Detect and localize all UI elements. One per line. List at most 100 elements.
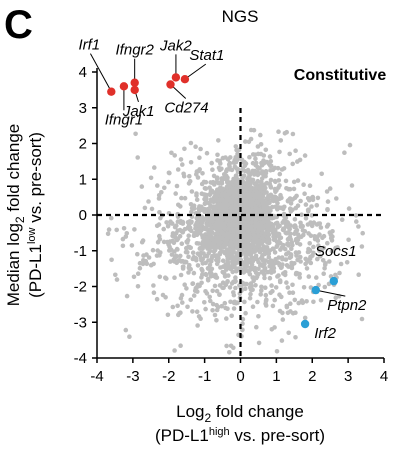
background-point bbox=[265, 240, 270, 245]
background-point bbox=[224, 264, 229, 270]
background-point bbox=[218, 240, 223, 245]
background-point bbox=[182, 195, 188, 201]
background-point bbox=[287, 290, 292, 296]
background-point bbox=[212, 283, 218, 289]
highlighted-point-jak1 bbox=[130, 85, 139, 95]
background-point bbox=[354, 219, 359, 224]
x-tick-label: 3 bbox=[344, 368, 352, 385]
background-point bbox=[276, 273, 281, 278]
gene-label-irf1: Irf1 bbox=[78, 37, 100, 54]
background-point bbox=[214, 176, 220, 182]
background-point bbox=[185, 240, 190, 245]
background-point bbox=[169, 150, 174, 156]
background-point bbox=[277, 278, 283, 283]
background-point bbox=[190, 281, 196, 286]
background-point bbox=[248, 186, 253, 191]
background-point bbox=[277, 149, 282, 155]
highlighted-point-ptpn2 bbox=[311, 285, 320, 295]
background-point bbox=[240, 194, 246, 200]
background-point bbox=[192, 231, 197, 236]
background-point bbox=[178, 272, 184, 278]
background-point bbox=[281, 226, 286, 231]
background-point bbox=[284, 303, 290, 309]
background-point bbox=[190, 250, 196, 255]
background-point bbox=[161, 239, 167, 245]
background-point bbox=[254, 257, 260, 262]
gene-label-ptpn2: Ptpn2 bbox=[327, 297, 367, 314]
background-point bbox=[268, 185, 274, 190]
background-point bbox=[227, 265, 232, 271]
background-point bbox=[233, 275, 238, 280]
background-point bbox=[253, 275, 259, 281]
background-point bbox=[217, 292, 222, 298]
background-point bbox=[189, 189, 195, 194]
background-point bbox=[261, 161, 267, 166]
background-point bbox=[322, 262, 328, 268]
background-point bbox=[320, 235, 325, 241]
background-point bbox=[280, 317, 286, 322]
background-point bbox=[212, 312, 218, 318]
background-point bbox=[221, 201, 226, 207]
background-point bbox=[279, 338, 285, 343]
background-point bbox=[325, 199, 331, 204]
background-point bbox=[246, 231, 252, 236]
background-point bbox=[272, 250, 278, 255]
background-point bbox=[171, 257, 177, 262]
background-point bbox=[282, 272, 288, 278]
background-point bbox=[284, 251, 289, 257]
background-point bbox=[114, 277, 120, 282]
background-point bbox=[294, 193, 299, 199]
y-tick-label: 4 bbox=[79, 64, 87, 81]
background-point bbox=[288, 201, 294, 206]
background-point bbox=[135, 155, 140, 160]
background-point bbox=[286, 264, 291, 269]
background-point bbox=[256, 165, 262, 171]
gene-leader-line bbox=[90, 53, 112, 92]
background-point bbox=[106, 227, 112, 232]
background-point bbox=[220, 224, 225, 229]
background-point bbox=[170, 238, 175, 244]
background-point bbox=[231, 306, 237, 311]
background-point bbox=[210, 308, 215, 313]
background-point bbox=[273, 204, 278, 210]
background-point bbox=[277, 171, 283, 177]
background-point bbox=[217, 205, 222, 211]
background-point bbox=[185, 304, 190, 310]
background-point bbox=[173, 253, 179, 259]
background-point bbox=[288, 309, 293, 314]
background-point bbox=[208, 298, 213, 304]
background-point bbox=[220, 229, 225, 235]
background-point bbox=[255, 190, 261, 196]
background-point bbox=[210, 205, 216, 210]
background-point bbox=[297, 271, 302, 277]
background-point bbox=[218, 161, 223, 166]
background-point bbox=[184, 286, 189, 291]
background-point bbox=[167, 244, 172, 250]
background-point bbox=[182, 226, 188, 232]
background-point bbox=[250, 304, 256, 310]
background-point bbox=[315, 195, 321, 201]
background-point bbox=[298, 254, 303, 260]
background-point bbox=[290, 161, 296, 167]
background-point bbox=[307, 247, 313, 253]
background-point bbox=[270, 224, 276, 230]
background-point bbox=[215, 202, 221, 207]
background-point bbox=[275, 231, 280, 237]
background-point bbox=[210, 219, 215, 224]
background-point bbox=[359, 244, 365, 249]
background-point bbox=[253, 234, 258, 240]
background-point bbox=[151, 290, 157, 296]
background-point bbox=[194, 284, 200, 290]
background-point bbox=[242, 188, 248, 193]
background-points bbox=[105, 127, 366, 355]
background-point bbox=[274, 220, 280, 226]
background-point bbox=[277, 235, 282, 240]
background-point bbox=[258, 182, 264, 188]
background-point bbox=[124, 231, 130, 236]
x-tick-label: -4 bbox=[90, 368, 103, 385]
background-point bbox=[194, 309, 200, 315]
background-point bbox=[192, 288, 198, 294]
background-point bbox=[231, 290, 236, 295]
background-point bbox=[149, 206, 155, 212]
background-point bbox=[214, 222, 219, 227]
